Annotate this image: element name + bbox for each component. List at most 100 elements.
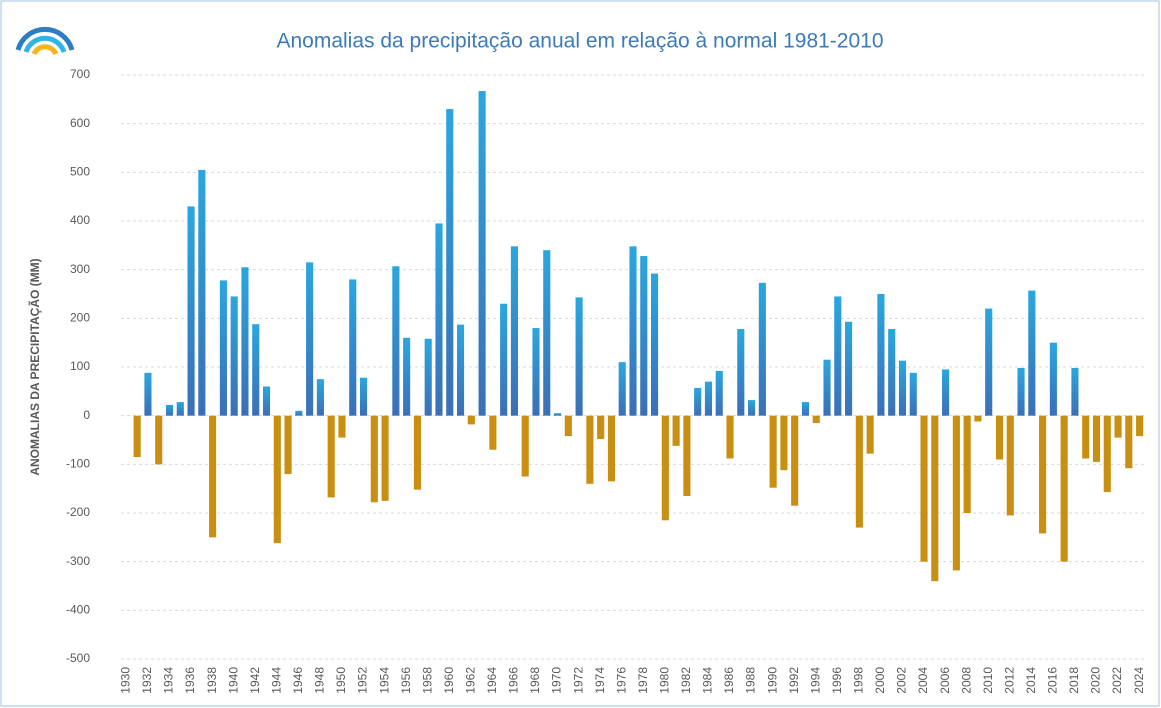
bar bbox=[694, 387, 702, 416]
bar bbox=[219, 280, 227, 416]
x-tick-label: 1974 bbox=[593, 667, 607, 694]
bar bbox=[446, 109, 454, 416]
bar bbox=[661, 415, 669, 521]
bar bbox=[855, 415, 863, 528]
x-tick-label: 1938 bbox=[205, 667, 219, 694]
bar bbox=[877, 294, 885, 416]
bar bbox=[187, 206, 195, 416]
bar bbox=[252, 324, 260, 416]
bar bbox=[1060, 415, 1068, 562]
bar bbox=[284, 415, 292, 475]
y-tick-label: 100 bbox=[70, 359, 90, 373]
bar bbox=[607, 415, 615, 482]
bar bbox=[489, 415, 497, 450]
y-tick-label: 500 bbox=[70, 165, 90, 179]
bar bbox=[618, 362, 626, 416]
x-tick-label: 1970 bbox=[550, 667, 564, 694]
bar bbox=[316, 379, 324, 416]
bar bbox=[413, 415, 421, 490]
x-tick-label: 1944 bbox=[269, 667, 283, 694]
bar bbox=[262, 386, 271, 416]
x-tick-label: 1990 bbox=[765, 667, 779, 694]
x-tick-label: 1980 bbox=[658, 667, 672, 694]
x-tick-label: 1960 bbox=[442, 667, 456, 694]
x-tick-label: 1962 bbox=[463, 667, 477, 694]
bar bbox=[543, 250, 551, 416]
bar bbox=[155, 415, 163, 465]
bar bbox=[726, 415, 734, 459]
x-tick-label: 1984 bbox=[701, 667, 715, 694]
x-tick-label: 1964 bbox=[485, 667, 499, 694]
x-tick-label: 1988 bbox=[744, 667, 758, 694]
x-tick-label: 2024 bbox=[1132, 667, 1146, 694]
bar bbox=[532, 328, 540, 416]
x-tick-label: 2008 bbox=[959, 667, 973, 694]
bar bbox=[500, 303, 508, 416]
bar bbox=[597, 415, 605, 440]
bar bbox=[629, 246, 637, 416]
y-tick-label: -100 bbox=[66, 457, 90, 471]
bar bbox=[683, 415, 691, 496]
bar bbox=[133, 415, 141, 458]
bar bbox=[1092, 415, 1101, 462]
bar bbox=[306, 262, 314, 416]
y-tick-label: 300 bbox=[70, 262, 90, 276]
logo bbox=[15, 26, 75, 56]
bar bbox=[651, 273, 659, 416]
bar bbox=[995, 415, 1004, 460]
bar bbox=[1071, 367, 1079, 416]
bar bbox=[780, 415, 788, 471]
x-tick-label: 1936 bbox=[183, 667, 197, 694]
bar bbox=[230, 296, 238, 416]
bar bbox=[381, 415, 389, 501]
bar bbox=[392, 266, 400, 416]
x-tick-label: 1952 bbox=[356, 667, 370, 694]
bar bbox=[715, 370, 723, 416]
x-tick-label: 2000 bbox=[873, 667, 887, 694]
y-tick-label: 400 bbox=[70, 213, 90, 227]
bar bbox=[338, 415, 346, 438]
bar bbox=[898, 360, 907, 416]
bar bbox=[1049, 342, 1057, 416]
x-tick-label: 1976 bbox=[614, 667, 628, 694]
x-tick-label: 2020 bbox=[1089, 667, 1103, 694]
x-tick-label: 2014 bbox=[1024, 667, 1038, 694]
bar bbox=[1006, 415, 1014, 516]
bar bbox=[521, 415, 529, 477]
bar bbox=[359, 377, 368, 416]
chart-title: Anomalias da precipitação anual em relaç… bbox=[276, 30, 883, 53]
bar bbox=[467, 415, 475, 425]
x-tick-label: 1966 bbox=[507, 667, 521, 694]
bar bbox=[888, 329, 896, 416]
bar bbox=[909, 372, 917, 416]
bar bbox=[349, 279, 357, 416]
bar bbox=[952, 415, 960, 571]
x-tick-label: 1950 bbox=[334, 667, 348, 694]
bar bbox=[823, 359, 831, 416]
x-tick-label: 1958 bbox=[420, 667, 434, 694]
x-tick-label: 2012 bbox=[1002, 667, 1016, 694]
bar bbox=[1136, 415, 1144, 437]
x-tick-label: 1954 bbox=[377, 667, 391, 694]
y-tick-label: -300 bbox=[66, 554, 90, 568]
bar bbox=[963, 415, 971, 513]
bar bbox=[1082, 415, 1090, 459]
x-tick-label: 1978 bbox=[636, 667, 650, 694]
bar bbox=[144, 372, 152, 416]
x-tick-label: 1972 bbox=[571, 667, 585, 694]
x-tick-label: 1934 bbox=[162, 667, 176, 694]
bar bbox=[370, 415, 378, 503]
x-tick-label: 1998 bbox=[852, 667, 866, 694]
x-tick-label: 2002 bbox=[895, 667, 909, 694]
bar bbox=[1039, 415, 1047, 534]
bar bbox=[769, 415, 777, 488]
y-tick-label: 200 bbox=[70, 311, 90, 325]
bar bbox=[510, 246, 518, 416]
bar bbox=[198, 169, 206, 416]
x-tick-label: 2018 bbox=[1067, 667, 1081, 694]
bar bbox=[403, 337, 411, 416]
bar bbox=[942, 369, 950, 416]
bar bbox=[737, 329, 745, 416]
bar bbox=[241, 267, 249, 416]
bar bbox=[672, 415, 680, 446]
